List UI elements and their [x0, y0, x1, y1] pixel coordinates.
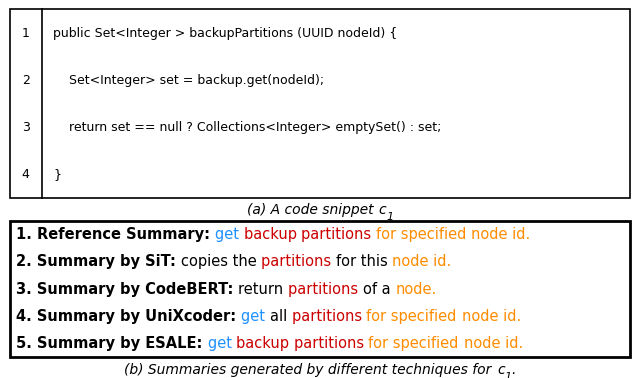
Text: partitions: partitions [292, 309, 367, 324]
Text: all: all [270, 309, 292, 324]
Text: 4. Summary by UniXcoder:: 4. Summary by UniXcoder: [16, 309, 241, 324]
Text: 4: 4 [22, 168, 29, 181]
Text: node id.: node id. [392, 254, 452, 270]
Text: return set == null ? Collections<Integer> emptySet() : set;: return set == null ? Collections<Integer… [53, 121, 442, 134]
Text: backup: backup [244, 227, 301, 242]
Bar [10, 9, 630, 198]
Text: backup: backup [236, 336, 294, 351]
Text: of a: of a [363, 282, 396, 297]
Text: 1: 1 [386, 212, 393, 222]
Text: partitions: partitions [261, 254, 336, 270]
Text: public Set<Integer > backupPartitions (UUID nodeId) {: public Set<Integer > backupPartitions (U… [53, 26, 397, 40]
Text: .: . [511, 363, 516, 378]
Text: Set<Integer> set = backup.get(nodeId);: Set<Integer> set = backup.get(nodeId); [53, 74, 324, 87]
Text: 2: 2 [22, 74, 29, 87]
Text: node id.: node id. [471, 227, 531, 242]
Text: copies the: copies the [181, 254, 261, 270]
Text: node id.: node id. [461, 309, 521, 324]
Text: }: } [53, 168, 61, 181]
Text: get: get [215, 227, 244, 242]
Text: partitions: partitions [294, 336, 369, 351]
Text: (a) A code snippet: (a) A code snippet [247, 203, 378, 217]
Text: node id.: node id. [463, 336, 523, 351]
Text: c: c [497, 363, 504, 378]
Text: 1: 1 [22, 26, 29, 40]
Text: partitions: partitions [301, 227, 376, 242]
Text: node.: node. [396, 282, 436, 297]
Text: get: get [241, 309, 270, 324]
Text: for specified: for specified [367, 309, 461, 324]
Text: 1: 1 [504, 372, 511, 378]
Text: 3: 3 [22, 121, 29, 134]
Text: for specified: for specified [369, 336, 463, 351]
Text: 1. Reference Summary:: 1. Reference Summary: [16, 227, 215, 242]
Text: for specified: for specified [376, 227, 471, 242]
Text: 3. Summary by CodeBERT:: 3. Summary by CodeBERT: [16, 282, 239, 297]
Text: partitions: partitions [288, 282, 363, 297]
Text: (b) Summaries generated by different techniques for: (b) Summaries generated by different tec… [124, 363, 496, 378]
Text: for this: for this [336, 254, 392, 270]
Text: return: return [239, 282, 288, 297]
Bar [10, 221, 630, 357]
Text: get: get [207, 336, 236, 351]
Text: 2. Summary by SiT:: 2. Summary by SiT: [16, 254, 181, 270]
Text: 5. Summary by ESALE:: 5. Summary by ESALE: [16, 336, 207, 351]
Text: c: c [378, 203, 386, 217]
